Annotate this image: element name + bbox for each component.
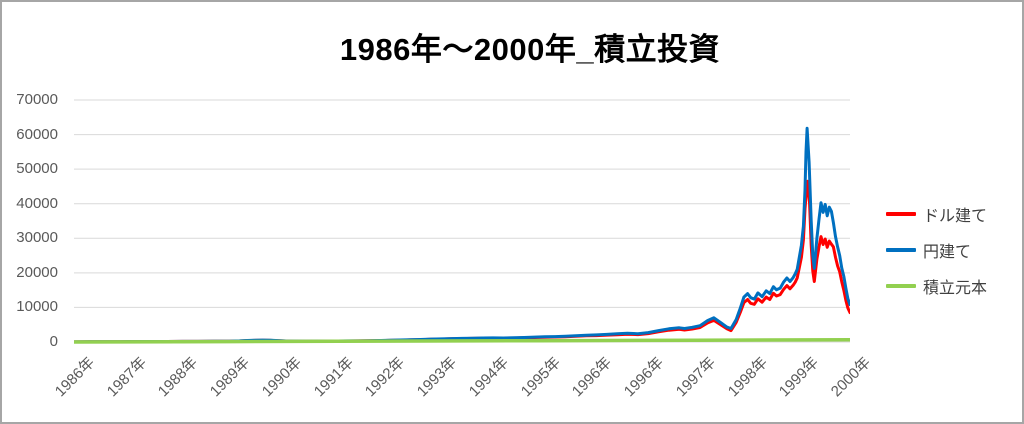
y-tick-label: 40000 bbox=[16, 194, 58, 212]
legend-line-icon bbox=[886, 212, 916, 216]
legend-row-principal: 積立元本 bbox=[886, 275, 987, 297]
y-tick-label: 10000 bbox=[16, 298, 58, 316]
y-tick-label: 20000 bbox=[16, 263, 58, 281]
legend-label: 積立元本 bbox=[923, 280, 988, 297]
series-line-principal bbox=[74, 338, 850, 344]
y-tick-label: 50000 bbox=[16, 160, 58, 178]
series-line-usd bbox=[74, 179, 850, 344]
plot-area bbox=[74, 99, 850, 344]
legend-row-usd: ドル建て bbox=[886, 203, 987, 225]
y-tick-label: 0 bbox=[49, 333, 58, 350]
y-tick-label: 70000 bbox=[16, 91, 58, 108]
legend-row-jpy: 円建て bbox=[886, 239, 971, 261]
legend-label: ドル建て bbox=[923, 208, 988, 225]
legend-line-icon bbox=[886, 284, 916, 288]
y-tick-label: 30000 bbox=[16, 229, 58, 247]
y-tick-label: 60000 bbox=[16, 125, 58, 143]
series-line-jpy bbox=[74, 126, 850, 344]
chart-title: 1986年〜2000年_積立投資 bbox=[339, 32, 721, 67]
legend-line-icon bbox=[886, 248, 916, 252]
legend-label: 円建て bbox=[923, 244, 972, 261]
